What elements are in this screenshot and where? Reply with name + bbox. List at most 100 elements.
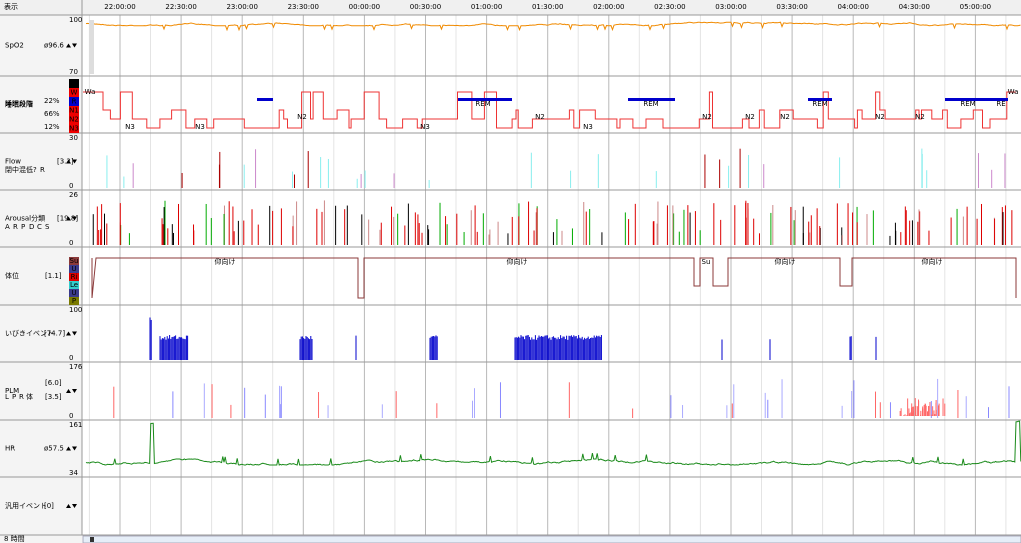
hypnogram [83,91,1017,129]
flow-key: ? [33,166,37,174]
plm-v1: [6.0] [45,379,62,387]
time-label: 04:00:00 [837,3,868,11]
stage-key: A [72,80,77,88]
scrollbar[interactable] [82,535,1021,543]
time-label: 01:00:00 [471,3,502,11]
pos-box [69,273,79,281]
arousal-key: P [21,223,25,231]
stage-label: Wa [1008,88,1019,96]
time-label: 03:00:00 [715,3,746,11]
channel-name: 体位 [5,271,19,280]
stage-box [69,88,79,97]
footer-label: 8 時間 [4,535,25,543]
scale-down[interactable] [72,389,77,393]
arousal-key: D [29,223,34,231]
channel-name: Flow [5,158,21,166]
scale-up[interactable] [66,159,71,164]
stage-label: N2 [915,113,925,121]
plm-key: P [12,393,16,401]
scale-down[interactable] [72,331,77,336]
scale-min: 0 [69,412,73,420]
scale-max: 100 [69,306,82,314]
channel-name: いびきイベント [5,330,54,338]
stage-label: N2 [702,113,712,121]
position-label: Su [702,258,711,266]
pos-key: U [71,265,76,273]
stage-key: R [72,98,77,106]
stage-key: W [71,89,78,97]
scale-max: 26 [69,191,78,199]
flow-key: 中 [12,165,19,174]
arousal-key: R [13,223,18,231]
stage-label: RE [996,100,1005,108]
channel-value: [0] [44,502,54,510]
scale-min: 70 [69,68,78,76]
rem-bar [808,98,832,101]
pos-box [69,297,79,305]
left-panel [0,0,82,543]
pos-box [69,289,79,297]
stage-key: N3 [69,125,79,133]
scale-up[interactable] [66,43,71,48]
time-label: 04:30:00 [899,3,930,11]
pos-key: P [72,297,76,305]
scale-max: 30 [69,134,78,142]
scale-up[interactable] [66,504,71,508]
position-trace [91,257,1017,299]
scale-down[interactable] [72,446,77,451]
channel-name: Arousal分類 [5,214,45,223]
hr-trace [85,420,1021,466]
channel-value: ø96.6 [44,42,64,50]
stage-label: Wa [85,88,96,96]
time-label: 02:30:00 [654,3,685,11]
stage-label: N3 [420,123,430,131]
scroll-thumb[interactable] [90,537,94,542]
stage-label: N2 [780,113,790,121]
time-label: 22:30:00 [165,3,196,11]
scale-up[interactable] [66,331,71,336]
scale-up[interactable] [66,446,71,451]
spo2-trace [85,21,1021,32]
stage-label: N2 [297,113,307,121]
scale-min: 34 [69,469,78,477]
time-label: 05:00:00 [960,3,991,11]
stage-label: REM [643,100,658,108]
flow-key: 混 [19,165,26,174]
scale-down[interactable] [72,216,77,221]
position-label: 仰向け [922,257,943,266]
channel-name: HR [5,445,15,453]
flow-key: 低 [26,165,33,174]
position-label: 仰向け [507,257,528,266]
stage-box [69,79,79,88]
time-label: 00:00:00 [349,3,380,11]
channel-name: 汎用イベント [5,501,47,510]
stage-key: N2 [69,116,79,124]
position-label: 仰向け [775,257,796,266]
scale-down[interactable] [72,504,77,508]
channel-name: PLM [5,387,19,395]
time-header [0,0,1021,15]
scale-up[interactable] [66,216,71,221]
stage-label: REM [812,100,827,108]
scale-up[interactable] [66,389,71,393]
channel-value: ø57.5 [44,445,64,453]
pos-key: U [71,289,76,297]
stage-label: REM [960,100,975,108]
spo2-gap [89,20,94,74]
rem-bar [945,98,1008,101]
pos-key: Le [70,281,78,289]
time-label: 01:30:00 [532,3,563,11]
scale-down[interactable] [72,43,77,48]
stage-box [69,106,79,115]
stage-percent: 66% [44,110,60,118]
stage-label: N3 [583,123,593,131]
pos-box [69,265,79,273]
rem-bar [458,98,512,101]
arousal-key: C [37,223,42,231]
scale-max: 161 [69,421,82,429]
stage-box [69,115,79,124]
pos-key: Su [70,257,79,265]
pos-box [69,257,79,265]
scale-down[interactable] [72,159,77,164]
